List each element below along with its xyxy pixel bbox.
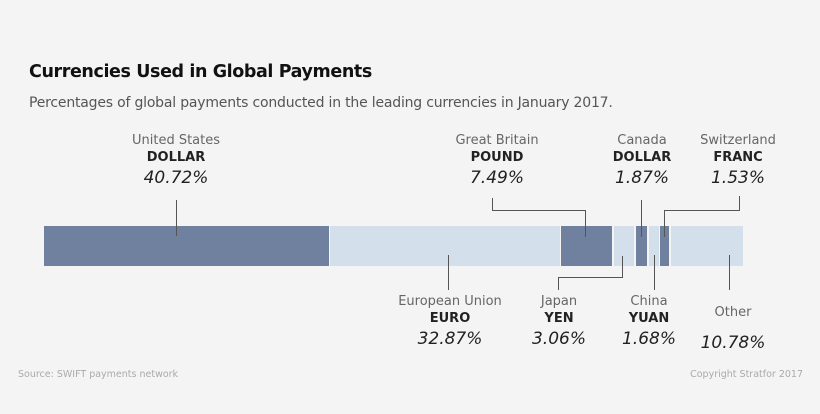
label-percent: 10.78% [700, 333, 766, 353]
segment-gbp [561, 226, 612, 266]
label-eur: European Union EURO 32.87% [370, 294, 530, 349]
label-percent: 1.53% [710, 168, 765, 188]
leader-chf [664, 210, 665, 237]
leader-gbp [585, 210, 586, 237]
source-note: Source: SWIFT payments network [18, 369, 179, 380]
label-country: Canada [617, 133, 667, 148]
label-country: Great Britain [455, 133, 539, 148]
leader-gbp [492, 210, 585, 211]
label-country: Other [714, 305, 752, 320]
label-currency: POUND [470, 150, 524, 165]
stacked-bar [44, 226, 743, 266]
leader-chf [664, 210, 740, 211]
chart-title: Currencies Used in Global Payments [29, 62, 372, 82]
label-cny: China YUAN 1.68% [569, 294, 729, 349]
leader-usd [176, 200, 177, 236]
leader-chf [739, 196, 740, 210]
segment-usd [44, 226, 329, 266]
copyright-note: Copyright Stratfor 2017 [690, 369, 803, 380]
leader-cny [654, 255, 655, 290]
label-country: Switzerland [700, 133, 776, 148]
label-currency: FRANC [713, 150, 763, 165]
segment-cny [649, 226, 659, 266]
label-percent: 3.06% [531, 329, 586, 349]
label-currency: DOLLAR [146, 150, 206, 165]
label-other: Other 10.78% [653, 305, 813, 353]
label-country: United States [131, 133, 221, 148]
segment-jpy [614, 226, 634, 266]
segment-chf [660, 226, 669, 266]
label-usd: United States DOLLAR 40.72% [96, 133, 256, 188]
label-country: European Union [398, 294, 502, 309]
label-currency: YEN [544, 311, 574, 326]
label-percent: 32.87% [417, 329, 483, 349]
segment-other [671, 226, 743, 266]
chart-subtitle: Percentages of global payments conducted… [29, 95, 613, 111]
leader-eur [448, 255, 449, 290]
label-percent: 7.49% [469, 168, 524, 188]
leader-jpy [558, 277, 559, 290]
label-country: Japan [540, 294, 578, 309]
label-percent: 40.72% [143, 168, 209, 188]
label-currency: EURO [429, 311, 471, 326]
label-currency: YUAN [628, 311, 670, 326]
leader-gbp [492, 198, 493, 210]
label-country: China [630, 294, 668, 309]
label-cad: Canada DOLLAR 1.87% [562, 133, 722, 188]
segment-cad [636, 226, 647, 266]
label-chf: Switzerland FRANC 1.53% [658, 133, 818, 188]
leader-cad [641, 200, 642, 237]
label-percent: 1.68% [621, 329, 676, 349]
segment-eur [330, 226, 560, 266]
leader-jpy [558, 277, 623, 278]
label-percent: 1.87% [614, 168, 669, 188]
leader-other [729, 255, 730, 290]
label-currency: DOLLAR [612, 150, 672, 165]
leader-jpy [622, 256, 623, 277]
label-gbp: Great Britain POUND 7.49% [417, 133, 577, 188]
label-jpy: Japan YEN 3.06% [479, 294, 639, 349]
